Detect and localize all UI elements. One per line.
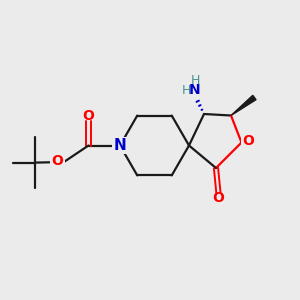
Text: N: N xyxy=(114,138,126,153)
Text: O: O xyxy=(212,191,224,205)
Text: O: O xyxy=(82,109,94,122)
Text: O: O xyxy=(242,134,254,148)
Polygon shape xyxy=(231,95,256,116)
Text: H: H xyxy=(190,74,200,87)
Text: O: O xyxy=(51,154,63,168)
Text: H: H xyxy=(181,83,191,97)
Text: N: N xyxy=(189,83,201,97)
